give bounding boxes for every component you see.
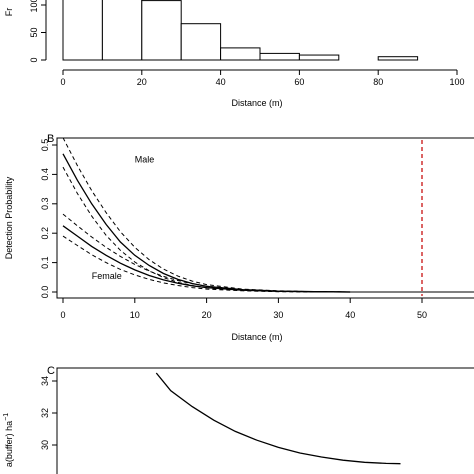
- y-tick-label: 34: [40, 376, 50, 386]
- histogram-bar: [101, 0, 143, 61]
- series-line: [155, 372, 401, 465]
- x-tick-label: 80: [373, 77, 383, 87]
- y-tick-label: 0.0: [40, 286, 50, 299]
- y-tick-label: 50: [29, 27, 39, 37]
- histogram-bar: [62, 0, 103, 61]
- panel-c-y-ticks: 30 32 34: [40, 376, 57, 450]
- panel-b-series: [62, 137, 474, 296]
- panel-a-x-axis-title: Distance (m): [231, 98, 282, 108]
- x-tick-label: 50: [417, 310, 427, 320]
- panel-a-y-axis-title: Fr: [4, 8, 14, 17]
- panel-b-y-ticks: 0.0 0.1 0.2 0.3 0.4 0.5: [40, 139, 57, 299]
- x-tick-label: 30: [273, 310, 283, 320]
- panel-b-x-axis-title: Distance (m): [231, 332, 282, 342]
- x-tick-label: 20: [137, 77, 147, 87]
- histogram-bar: [298, 54, 340, 61]
- panel-c-label: C: [47, 365, 55, 377]
- x-tick-label: 100: [449, 77, 464, 87]
- x-tick-label: 60: [294, 77, 304, 87]
- histogram-bar: [377, 56, 419, 61]
- y-tick-label: 0.4: [40, 168, 50, 181]
- y-tick-label: 0.5: [40, 139, 50, 152]
- panel-a-y-ticks: 0 50 100: [29, 0, 46, 63]
- y-tick-label: 0.2: [40, 227, 50, 240]
- y-tick-label: 0.3: [40, 198, 50, 211]
- confidence-band-line: [62, 235, 351, 293]
- x-tick-label: 10: [130, 310, 140, 320]
- panel-c-plot-frame: [56, 367, 474, 474]
- panel-b-x-ticks: 0 10 20 30 40 50: [60, 298, 427, 320]
- panel-b-y-axis-title: Detection Probability: [4, 176, 14, 259]
- x-tick-label: 40: [345, 310, 355, 320]
- panel-c-y-axis-title-sup: −1: [3, 413, 10, 421]
- x-tick-label: 0: [60, 310, 65, 320]
- confidence-band-line: [62, 137, 351, 293]
- y-tick-label: 30: [40, 440, 50, 450]
- y-tick-label: 0.1: [40, 256, 50, 269]
- histogram-bar: [220, 47, 261, 61]
- x-tick-label: 20: [202, 310, 212, 320]
- y-tick-label: 100: [29, 0, 39, 13]
- y-tick-label: 32: [40, 408, 50, 418]
- panel-c-y-axis-title-main: a(buffer) ha: [4, 421, 14, 467]
- panel-b-detection-probability: B 0.0 0.1 0.2 0.3 0.4 0.5 0 10 20 30 40 50 Male Fem…: [4, 133, 474, 342]
- confidence-band-line: [62, 213, 351, 293]
- panel-b-annotations: Male Female: [92, 155, 155, 281]
- x-tick-label: 0: [60, 77, 65, 87]
- panel-c-area-buffer: C 30 32 34 a(buffer) ha−1: [3, 365, 474, 474]
- y-tick-label: 0: [29, 57, 39, 62]
- series-annotation: Female: [92, 271, 122, 281]
- series-annotation: Male: [135, 155, 155, 165]
- x-tick-label: 40: [216, 77, 226, 87]
- panel-a-bars: [62, 0, 419, 61]
- histogram-bar: [259, 52, 300, 61]
- confidence-band-line: [62, 166, 351, 293]
- panel-c-y-axis-title: a(buffer) ha−1: [3, 413, 14, 467]
- histogram-bar: [180, 23, 222, 61]
- histogram-bar: [141, 0, 182, 61]
- panel-c-series: [155, 372, 401, 465]
- panel-a-x-ticks: 0 20 40 60 80 100: [60, 70, 465, 87]
- panel-a-histogram: Fr 0 20 40 60 80 100 0 50 100 Distance (m): [4, 0, 465, 108]
- panel-b-label: B: [47, 133, 54, 145]
- panel-b-plot-frame: [56, 137, 474, 299]
- series-line-female: [62, 225, 351, 293]
